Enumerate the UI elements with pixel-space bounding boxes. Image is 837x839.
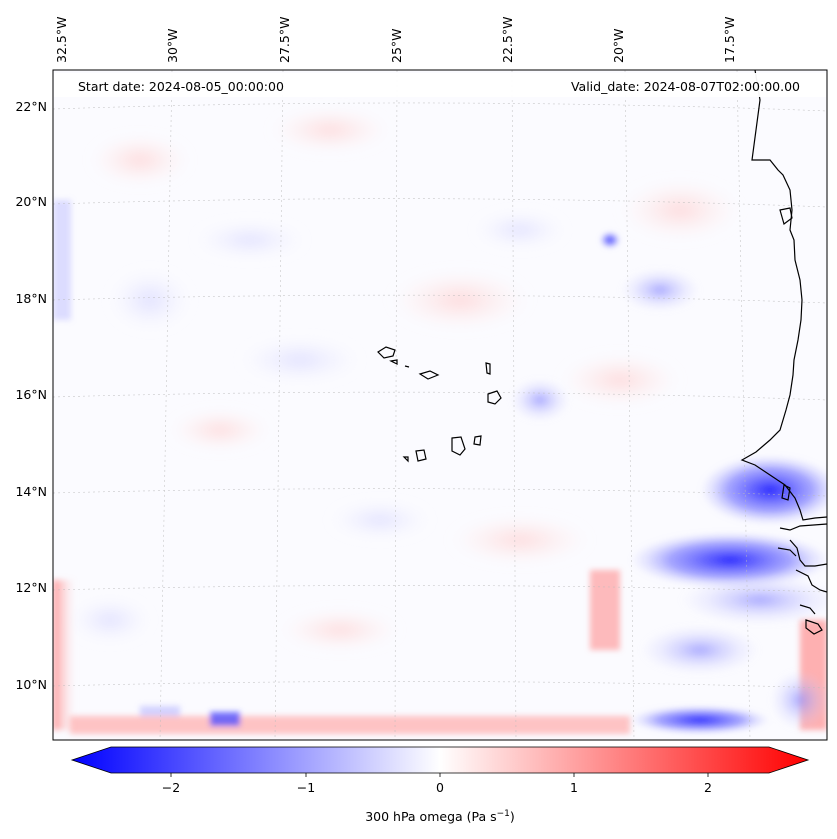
lon-label: 32.5°W <box>54 17 69 63</box>
latitude-labels: 22°N 20°N 18°N 16°N 14°N 12°N 10°N <box>15 99 47 692</box>
cape-verde-islands <box>377 346 502 463</box>
longitude-labels: 32.5°W 30°W 27.5°W 25°W 22.5°W 20°W 17.5… <box>54 17 737 63</box>
lon-label: 17.5°W <box>722 17 737 63</box>
colorbar-tick: 0 <box>436 780 444 795</box>
start-date: Start date: 2024-08-05_00:00:00 <box>78 79 284 94</box>
lat-label: 14°N <box>15 484 47 499</box>
graticule <box>53 70 827 740</box>
lon-label: 25°W <box>389 28 404 63</box>
colorbar: −2 −1 0 1 2 300 hPa omega (Pa s−1) <box>70 746 810 824</box>
colorbar-tick: 1 <box>570 780 578 795</box>
colorbar-tick: −1 <box>297 780 315 795</box>
valid-date: Valid_date: 2024-08-07T02:00:00.00 <box>571 79 800 94</box>
lat-label: 22°N <box>15 99 47 114</box>
lon-label: 30°W <box>165 28 180 63</box>
header-band <box>54 73 826 97</box>
omega-field <box>53 70 827 740</box>
colorbar-ramp <box>70 746 810 774</box>
lat-label: 10°N <box>15 677 47 692</box>
colorbar-tick: 2 <box>704 780 712 795</box>
map-border <box>52 69 828 741</box>
lat-label: 20°N <box>15 194 47 209</box>
lat-label: 18°N <box>15 291 47 306</box>
west-africa-coastline <box>740 70 827 635</box>
lon-label: 27.5°W <box>277 17 292 63</box>
lat-label: 16°N <box>15 387 47 402</box>
colorbar-label: 300 hPa omega (Pa s−1) <box>365 809 515 824</box>
lat-label: 12°N <box>15 580 47 595</box>
colorbar-tick: −2 <box>162 780 180 795</box>
lon-label: 22.5°W <box>500 17 515 63</box>
lon-label: 20°W <box>611 28 626 63</box>
